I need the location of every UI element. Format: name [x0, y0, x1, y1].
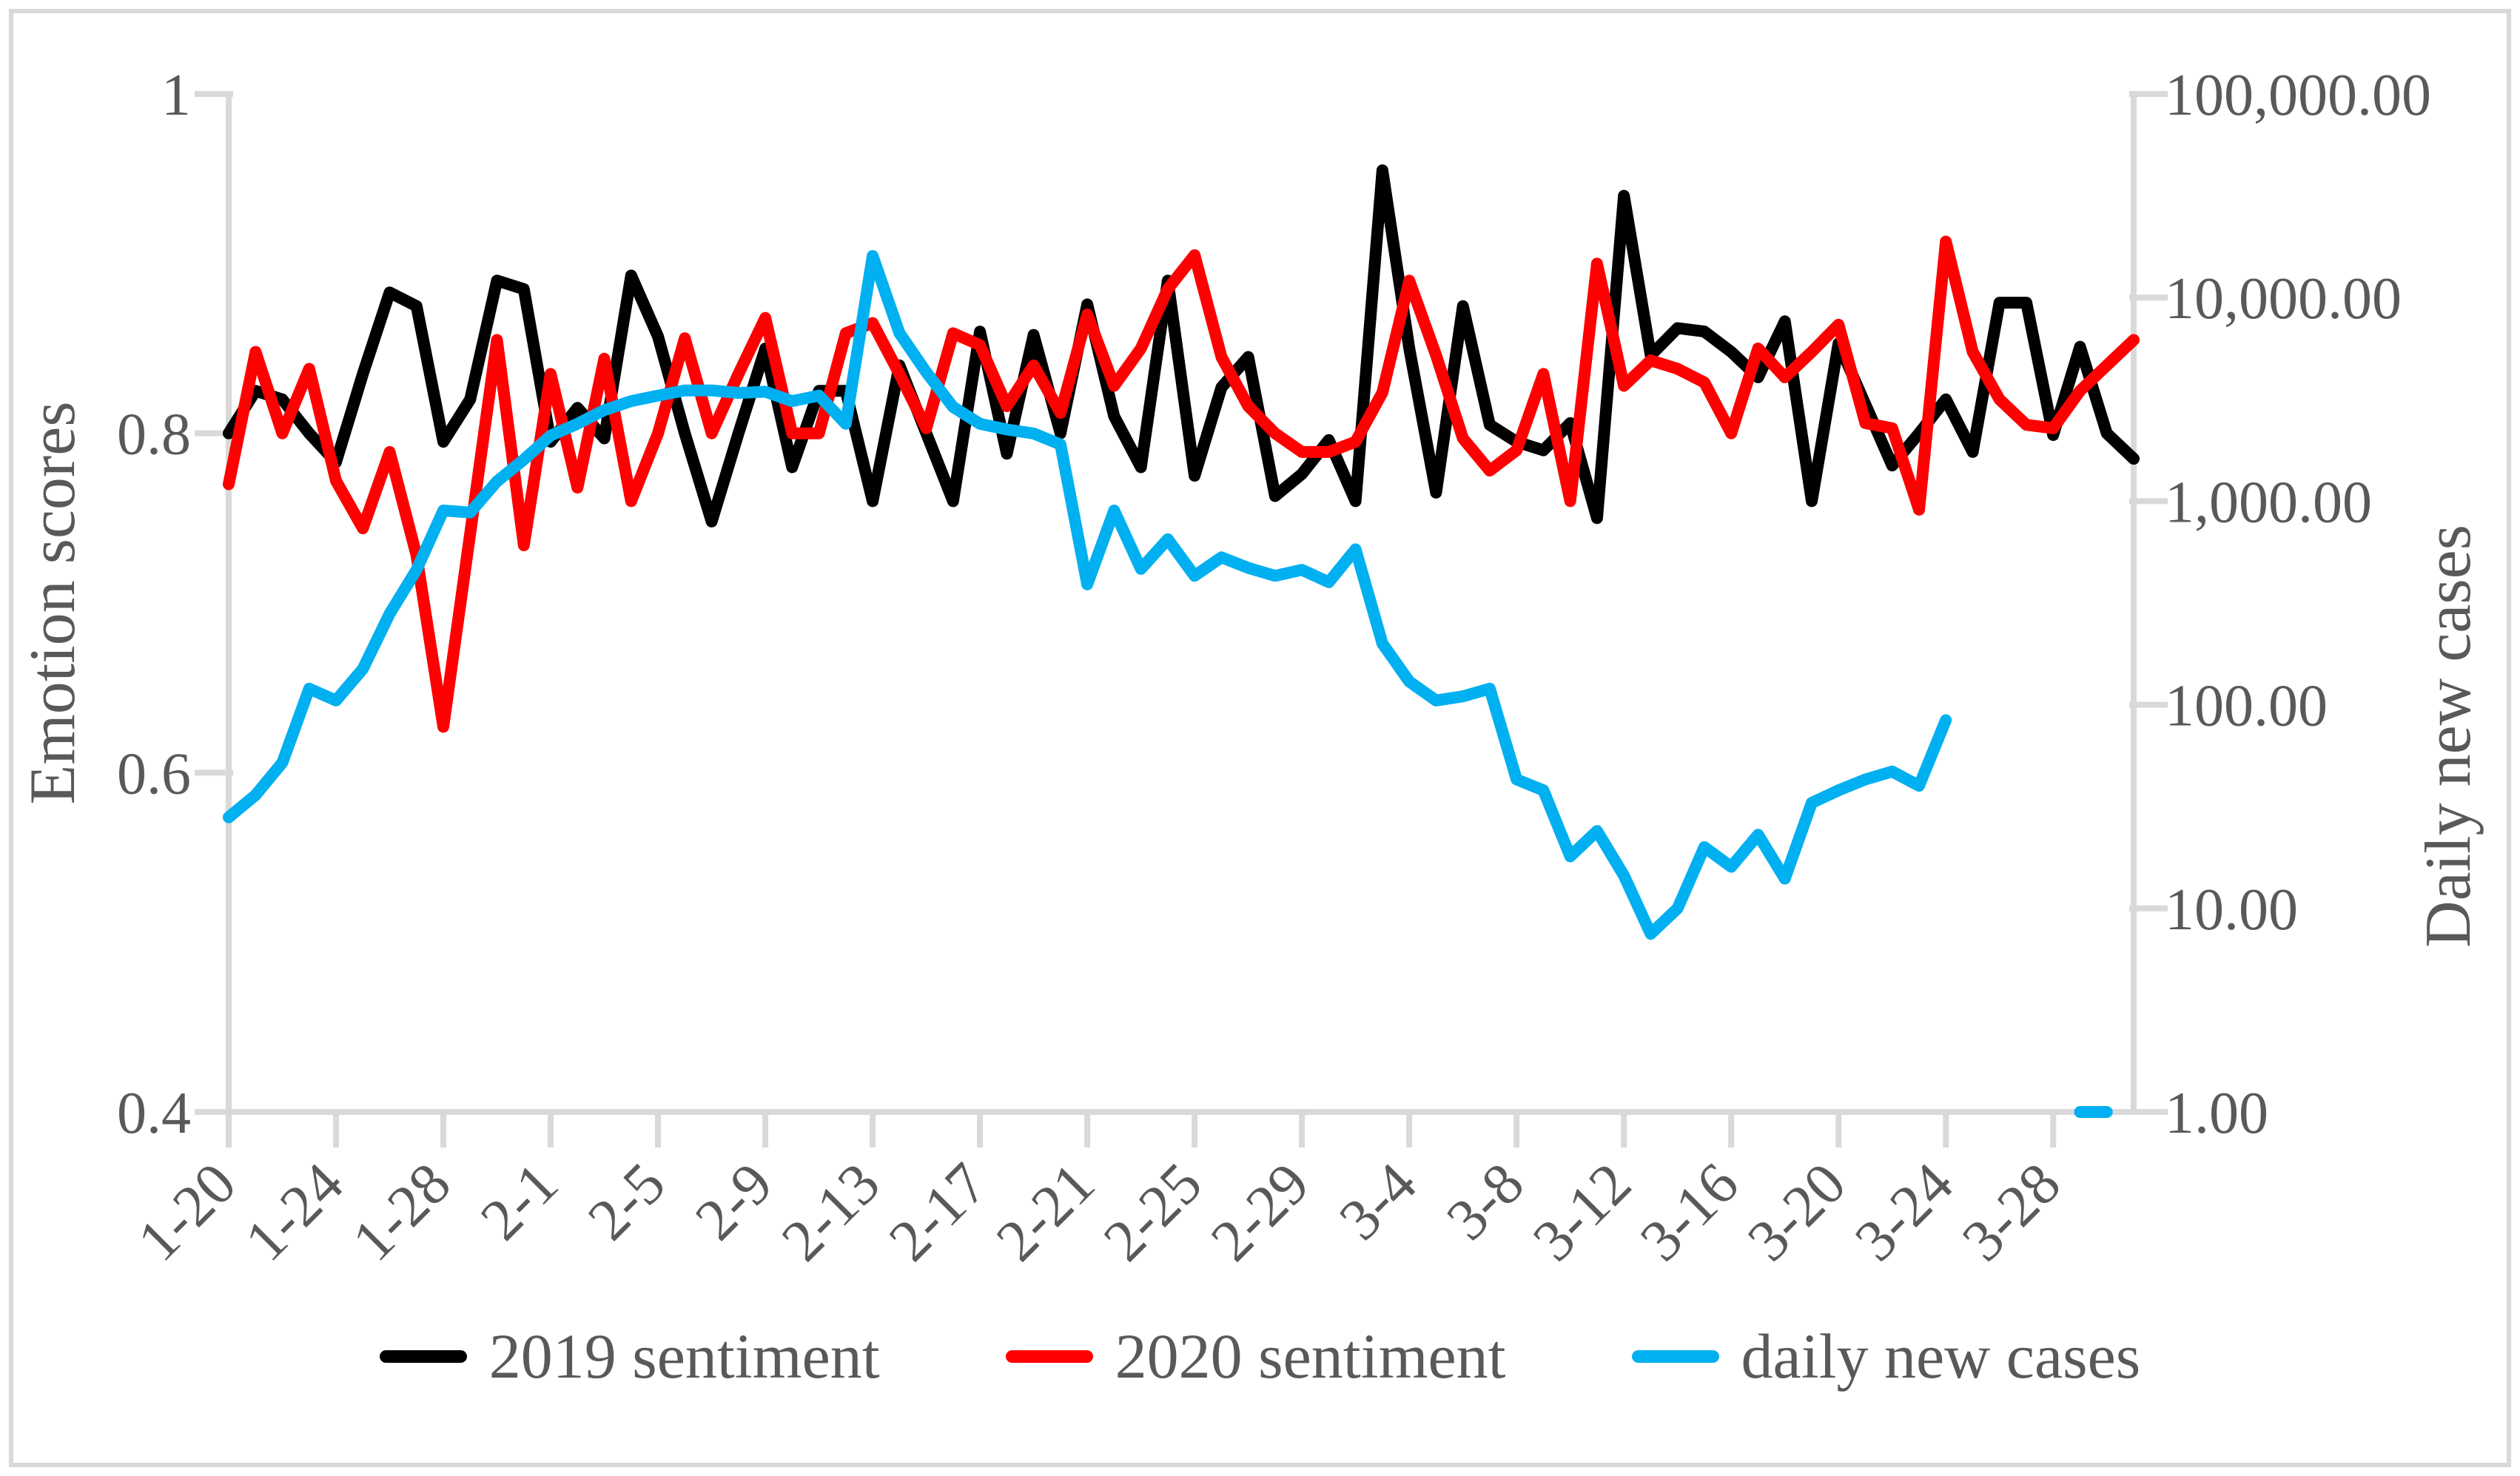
right-tick-label: 10.00 — [2165, 877, 2298, 943]
x-tick-label: 3-28 — [1950, 1151, 2073, 1274]
x-tick-label: 1-24 — [233, 1151, 356, 1274]
left-tick-label: 0.4 — [117, 1081, 191, 1146]
right-tick-label: 10,000.00 — [2165, 266, 2402, 331]
right-tick-label: 100.00 — [2165, 674, 2328, 739]
axes — [226, 94, 2137, 1115]
x-tick-label: 2-9 — [683, 1151, 785, 1253]
series-lines — [223, 164, 2140, 1118]
legend-swatch — [1631, 1349, 1719, 1363]
right-axis-title: Daily new cases — [2413, 525, 2484, 948]
x-tick-label: 3-12 — [1521, 1151, 1644, 1274]
x-tick-label: 3-8 — [1434, 1151, 1536, 1253]
legend-swatch — [379, 1349, 467, 1363]
tick-labels: 1 0.8 0.6 0.4 100,000.00 10,000.00 1,000.00 100… — [117, 63, 2431, 1273]
x-tick-label: 2-29 — [1199, 1151, 1322, 1274]
x-tick-label: 3-4 — [1327, 1151, 1429, 1253]
x-tick-label: 1-20 — [126, 1151, 249, 1274]
legend-label: 2019 sentiment — [488, 1321, 880, 1392]
legend-swatch — [1005, 1349, 1093, 1363]
left-tick-label: 0.6 — [117, 741, 191, 806]
left-tick-label: 0.8 — [117, 402, 191, 468]
x-tick-label: 3-24 — [1843, 1151, 1966, 1274]
legend-item-2020-sentiment: 2020 sentiment — [1005, 1321, 1506, 1392]
x-tick-label: 2-5 — [576, 1151, 678, 1253]
legend-label: daily new cases — [1741, 1321, 2141, 1392]
legend-item-daily-new-cases: daily new cases — [1631, 1321, 2141, 1392]
x-tick-label: 2-13 — [770, 1151, 893, 1274]
tick-marks — [195, 91, 2168, 1148]
legend-item-2019-sentiment: 2019 sentiment — [379, 1321, 880, 1392]
x-tick-label: 3-16 — [1628, 1151, 1751, 1274]
right-tick-label: 1.00 — [2165, 1081, 2268, 1146]
right-tick-label: 1,000.00 — [2165, 470, 2372, 535]
left-tick-label: 1 — [161, 63, 191, 128]
series-line-2020-sentiment — [223, 235, 2140, 733]
x-tick-label: 3-20 — [1736, 1151, 1858, 1274]
x-tick-label: 2-17 — [877, 1151, 1000, 1274]
x-tick-label: 1-28 — [340, 1151, 463, 1274]
left-axis-title: Emotion scores — [17, 401, 89, 804]
x-tick-label: 2-1 — [468, 1151, 571, 1253]
x-tick-label: 2-25 — [1092, 1151, 1214, 1274]
right-tick-label: 100,000.00 — [2165, 63, 2431, 128]
chart-legend: 2019 sentiment 2020 sentiment daily new ca… — [0, 1324, 2520, 1388]
series-line-daily-new-cases — [223, 250, 2113, 1118]
x-tick-label: 2-21 — [984, 1151, 1107, 1274]
legend-label: 2020 sentiment — [1115, 1321, 1506, 1392]
